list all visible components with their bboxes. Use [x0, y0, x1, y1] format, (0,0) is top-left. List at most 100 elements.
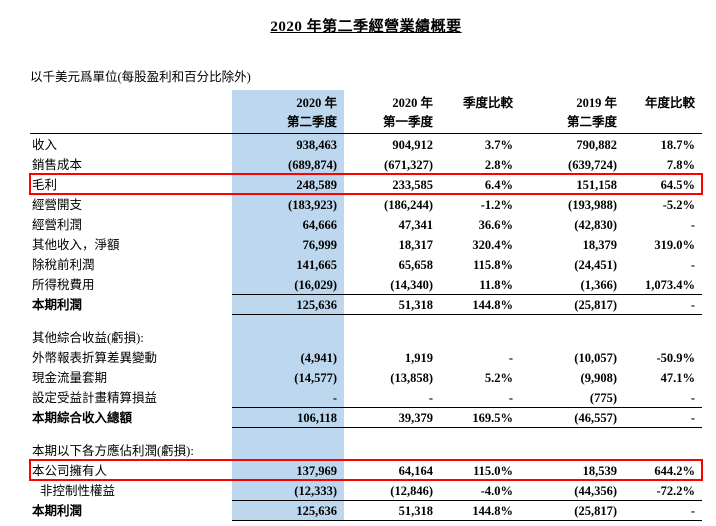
cell-value — [440, 440, 520, 460]
header-row: 2020 年 第二季度 2020 年 第一季度 季度比較 2019 年 第二季度… — [30, 90, 702, 134]
cell-value — [232, 327, 344, 347]
table-row: 非控制性權益 (12,333) (12,846) -4.0% (44,356) -72.2… — [30, 480, 702, 500]
row-label: 毛利 — [32, 178, 58, 192]
cell-value — [232, 440, 344, 460]
cell-value: - — [690, 390, 695, 405]
cell-value: -50.9% — [656, 351, 695, 365]
cell-value — [624, 314, 702, 327]
cell-value: 64,164 — [398, 464, 433, 478]
cell-value: 65,658 — [398, 258, 433, 272]
cell-value: (14,340) — [390, 277, 433, 292]
row-label: 其他綜合收益(虧損): — [32, 331, 144, 345]
cell-value: 151,158 — [576, 178, 617, 192]
cell-value — [232, 314, 344, 327]
row-label — [30, 314, 232, 327]
row-label: 外幣報表折算差異變動 — [32, 351, 158, 365]
header-qoq-label: 季度比較 — [462, 96, 513, 110]
cell-value — [440, 427, 520, 440]
cell-value — [232, 427, 344, 440]
cell-value: (46,557) — [520, 406, 624, 428]
cell-value: 6.4% — [484, 178, 513, 192]
table-row: 本期綜合收入總額 106,118 39,379 169.5% (46,557) - — [30, 406, 702, 428]
cell-value: - — [624, 499, 702, 521]
table-row: 除稅前利潤 141,665 65,658 115.8% (24,451) - — [30, 254, 702, 274]
cell-value: 7.8% — [666, 158, 695, 172]
row-label: 其他收入，淨額 — [32, 238, 120, 252]
cell-value: - — [332, 390, 337, 405]
cell-value: 1,919 — [404, 351, 433, 365]
cell-value: 51,318 — [344, 499, 440, 521]
cell-value: 790,882 — [576, 138, 617, 152]
cell-value: 18,539 — [582, 464, 617, 478]
cell-value — [520, 440, 624, 460]
row-label: 本期利潤 — [32, 298, 83, 312]
cell-value: - — [690, 218, 695, 232]
header-qoq-change: 季度比較 — [440, 90, 520, 134]
cell-value: (25,817) — [520, 499, 624, 521]
financial-summary-table: 2020 年 第二季度 2020 年 第一季度 季度比較 2019 年 第二季度… — [29, 90, 703, 521]
cell-value: 233,585 — [392, 178, 433, 192]
cell-value: 106,118 — [232, 406, 344, 428]
table-row: 毛利 248,589 233,585 6.4% 151,158 64.5% — [29, 173, 703, 195]
row-label: 銷售成本 — [32, 158, 83, 172]
cell-value: 1,073.4% — [645, 277, 695, 292]
header-2020-q2-year: 2020 年 — [296, 96, 337, 110]
cell-value: 320.4% — [472, 238, 513, 252]
cell-value: 18,317 — [398, 238, 433, 252]
cell-value: (186,244) — [384, 198, 433, 212]
cell-value: 169.5% — [440, 406, 520, 428]
cell-value: 47.1% — [660, 371, 695, 385]
cell-value: 141,665 — [296, 258, 337, 272]
header-2019-q2: 2019 年 第二季度 — [520, 90, 624, 134]
cell-value — [440, 327, 520, 347]
cell-value: - — [508, 390, 513, 405]
cell-value: - — [690, 258, 695, 272]
header-2020-q2-period: 第二季度 — [286, 115, 337, 129]
cell-value: -4.0% — [480, 483, 513, 498]
cell-value: (183,923) — [288, 198, 337, 212]
cell-value — [624, 440, 702, 460]
cell-value: 644.2% — [654, 464, 695, 478]
cell-value: 3.7% — [484, 138, 513, 152]
cell-value — [344, 327, 440, 347]
cell-value: (1,366) — [580, 277, 617, 292]
header-2020-q1: 2020 年 第一季度 — [344, 90, 440, 134]
cell-value: 47,341 — [398, 218, 433, 232]
cell-value: 115.0% — [473, 464, 513, 478]
spacer-row — [30, 427, 702, 440]
cell-value: -1.2% — [480, 198, 513, 212]
header-2019-q2-period: 第二季度 — [566, 115, 617, 129]
cell-value — [520, 427, 624, 440]
cell-value: - — [624, 293, 702, 315]
table-row: 銷售成本 (689,874) (671,327) 2.8% (639,724) 7.8% — [30, 154, 702, 174]
header-2020-q1-year: 2020 年 — [392, 96, 433, 110]
cell-value: 18,379 — [582, 238, 617, 252]
cell-value: (12,333) — [294, 483, 337, 498]
row-label: 經營利潤 — [32, 218, 83, 232]
cell-value: 51,318 — [344, 293, 440, 315]
cell-value — [624, 427, 702, 440]
table-row: 外幣報表折算差異變動 (4,941) 1,919 - (10,057) -50.9% — [30, 347, 702, 367]
cell-value: - — [428, 390, 433, 405]
table-row: 本公司擁有人 137,969 64,164 115.0% 18,539 644.2% — [29, 459, 703, 481]
cell-value — [440, 314, 520, 327]
row-label: 除稅前利潤 — [32, 258, 95, 272]
cell-value: 36.6% — [478, 218, 513, 232]
cell-value: 64.5% — [660, 178, 695, 192]
header-label-blank — [30, 90, 232, 134]
cell-value: 144.8% — [440, 293, 520, 315]
cell-value: (639,724) — [568, 158, 617, 172]
cell-value: 125,636 — [232, 499, 344, 521]
cell-value: 319.0% — [654, 238, 695, 252]
cell-value: 18.7% — [660, 138, 695, 152]
table-row: 經營開支 (183,923) (186,244) -1.2% (193,988) -5.2… — [30, 194, 702, 214]
cell-value — [520, 327, 624, 347]
table-row: 其他收入，淨額 76,999 18,317 320.4% 18,379 319.0% — [30, 234, 702, 254]
cell-value: (671,327) — [384, 158, 433, 172]
cell-value: 938,463 — [296, 138, 337, 152]
header-yoy-label: 年度比較 — [644, 96, 695, 110]
cell-value: (775) — [589, 390, 617, 405]
cell-value: 2.8% — [484, 158, 513, 172]
cell-value: 39,379 — [344, 406, 440, 428]
cell-value: 5.2% — [484, 371, 513, 385]
